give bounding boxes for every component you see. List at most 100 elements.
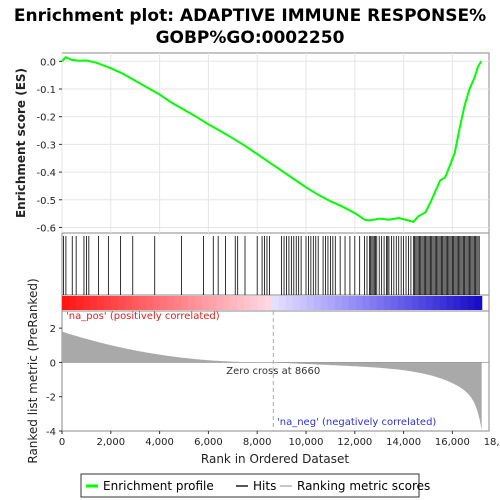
x-tick-label: 4,000 [145,437,174,448]
es-axis-label: Enrichment score (ES) [14,68,28,218]
gradient-segment [215,296,224,310]
legend-enrichment-label: Enrichment profile [103,479,214,493]
chart-title-line2: GOBP%GO:0002250 [156,28,345,48]
gradient-segment [432,296,441,310]
gradient-segment [173,296,182,310]
pos-correlated-label: 'na_pos' (positively correlated) [66,311,220,322]
gradient-segment [334,296,343,310]
gradient-segment [145,296,154,310]
gradient-segment [180,296,189,310]
gradient-segment [62,296,70,310]
gradient-segment [68,296,77,310]
gradient-segment [271,296,280,310]
gradient-segment [341,296,350,310]
gradient-segment [404,296,413,310]
gradient-segment [425,296,434,310]
gradient-segment [278,296,287,310]
gradient-segment [222,296,231,310]
x-axis-label: Rank in Ordered Dataset [201,452,349,466]
es-tick-label: -0.6 [36,223,56,234]
x-tick-label: 6,000 [194,437,223,448]
gradient-segment [124,296,133,310]
gradient-segment [257,296,266,310]
gradient-segment [453,296,462,310]
gradient-segment [208,296,217,310]
enrichment-profile-line [61,55,483,224]
legend-box [80,473,420,498]
gradient-segment [292,296,301,310]
metric-area [62,331,482,431]
gradient-segment [460,296,469,310]
es-tick-label: -0.4 [36,168,56,179]
x-tick-label: 12,000 [337,437,372,448]
gradient-segment [327,296,336,310]
x-tick-label: 2,000 [96,437,125,448]
es-axis: 0.0 -0.1 -0.2 -0.3 -0.4 -0.5 -0.6 [36,57,62,234]
gradient-segment [446,296,455,310]
gradient-segment [110,296,119,310]
gradient-segment [89,296,98,310]
gradient-segment [439,296,448,310]
gradient-segment [96,296,105,310]
gradient-segment [474,296,483,310]
x-axis: 0 2,000 4,000 6,000 8,000 10,000 12,000 14,000 1… [59,431,500,448]
es-grid [61,53,489,233]
ranking-metric-area [62,331,489,431]
gradient-segment [369,296,378,310]
x-tick-label: 14,000 [386,437,421,448]
es-panel [61,52,490,234]
gradient-segment [159,296,168,310]
es-tick-label: -0.1 [36,85,56,96]
x-tick-label: 16,000 [435,437,470,448]
chart-title-line1: Enrichment plot: ADAPTIVE IMMUNE RESPONS… [14,6,486,26]
metric-axis: 2 0 -2 -4 [46,324,62,438]
gradient-segment [299,296,308,310]
zero-cross-label: Zero cross at 8660 [226,366,320,377]
gradient-segment [166,296,175,310]
es-tick-label: -0.2 [36,113,56,124]
gradient-segment [355,296,364,310]
hits-rug [63,236,480,295]
hits-panel [61,232,490,296]
metric-tick-label: -4 [46,427,56,438]
gradient-segment [194,296,203,310]
gradient-segment [285,296,294,310]
x-tick-label: 8,000 [243,437,272,448]
legend-hits-label: Hits [253,479,276,493]
gradient-segment [313,296,322,310]
x-tick-label: 0 [59,437,65,448]
gradient-segment [103,296,112,310]
gradient-segment [411,296,420,310]
x-tick-label: 18,000 [484,437,500,448]
gradient-segment [236,296,245,310]
gradient-segment [348,296,357,310]
gradient-segment [418,296,427,310]
gradient-segment [306,296,315,310]
es-tick-label: -0.5 [36,196,56,207]
es-tick-label: 0.0 [40,57,56,68]
x-tick-label: 10,000 [289,437,324,448]
gradient-segment [131,296,140,310]
metric-tick-label: 2 [50,324,56,335]
gradient-segment [390,296,399,310]
gradient-segment [397,296,406,310]
gradient-segment [376,296,385,310]
gradient-segment [320,296,329,310]
es-tick-label: -0.3 [36,140,56,151]
gradient-segment [187,296,196,310]
gradient-segment [362,296,371,310]
metric-tick-label: 0 [50,358,56,369]
gradient-segment [383,296,392,310]
neg-correlated-label: 'na_neg' (negatively correlated) [277,417,436,428]
rank-gradient-bar [62,296,483,310]
metric-axis-label: Ranked list metric (PreRanked) [26,278,40,463]
gradient-segment [201,296,210,310]
gradient-segment [250,296,259,310]
legend-metric-label: Ranking metric scores [297,479,430,493]
metric-tick-label: -2 [46,393,56,404]
gradient-segment [243,296,252,310]
gradient-segment [152,296,161,310]
gradient-segment [467,296,476,310]
gradient-segment [82,296,91,310]
